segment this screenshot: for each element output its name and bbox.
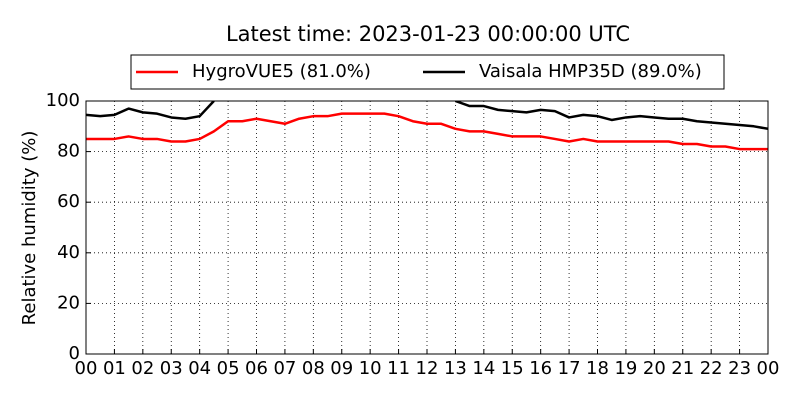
x-tick-label: 21 xyxy=(671,358,694,379)
x-tick-label: 08 xyxy=(302,358,325,379)
y-tick-label: 40 xyxy=(57,242,80,263)
y-axis-label: Relative humidity (%) xyxy=(19,131,40,326)
x-tick-label: 00 xyxy=(75,358,98,379)
x-tick-label: 11 xyxy=(387,358,410,379)
x-tick-label: 22 xyxy=(700,358,723,379)
x-tick-label: 01 xyxy=(103,358,126,379)
x-tick-label: 06 xyxy=(245,358,268,379)
x-tick-label: 19 xyxy=(614,358,637,379)
x-tick-label: 20 xyxy=(643,358,666,379)
series-line xyxy=(86,101,768,131)
y-tick-label: 80 xyxy=(57,141,80,162)
x-tick-label: 16 xyxy=(529,358,552,379)
x-tick-label: 17 xyxy=(558,358,581,379)
x-tick-label: 13 xyxy=(444,358,467,379)
x-tick-label: 12 xyxy=(416,358,439,379)
x-tick-label: 00 xyxy=(757,358,780,379)
y-tick-label: 20 xyxy=(57,292,80,313)
legend: HygroVUE5 (81.0%) Vaisala HMP35D (89.0%) xyxy=(136,61,702,82)
x-tick-label: 05 xyxy=(217,358,240,379)
series-line xyxy=(86,112,768,151)
y-tick-label: 0 xyxy=(69,343,80,364)
x-tick-label: 14 xyxy=(472,358,495,379)
x-tick-label: 23 xyxy=(728,358,751,379)
legend-label: HygroVUE5 (81.0%) xyxy=(192,61,371,82)
x-tick-label: 18 xyxy=(586,358,609,379)
x-tick-label: 07 xyxy=(273,358,296,379)
x-tick-label: 10 xyxy=(359,358,382,379)
chart-title: Latest time: 2023-01-23 00:00:00 UTC xyxy=(226,22,630,46)
x-tick-label: 04 xyxy=(188,358,211,379)
y-tick-label: 100 xyxy=(46,90,80,111)
y-tick-label: 60 xyxy=(57,191,80,212)
x-tick-label: 02 xyxy=(131,358,154,379)
x-tick-label: 09 xyxy=(330,358,353,379)
plot-lines xyxy=(86,101,768,151)
x-tick-label: 03 xyxy=(160,358,183,379)
legend-label: Vaisala HMP35D (89.0%) xyxy=(479,61,702,82)
x-tick-label: 15 xyxy=(501,358,524,379)
